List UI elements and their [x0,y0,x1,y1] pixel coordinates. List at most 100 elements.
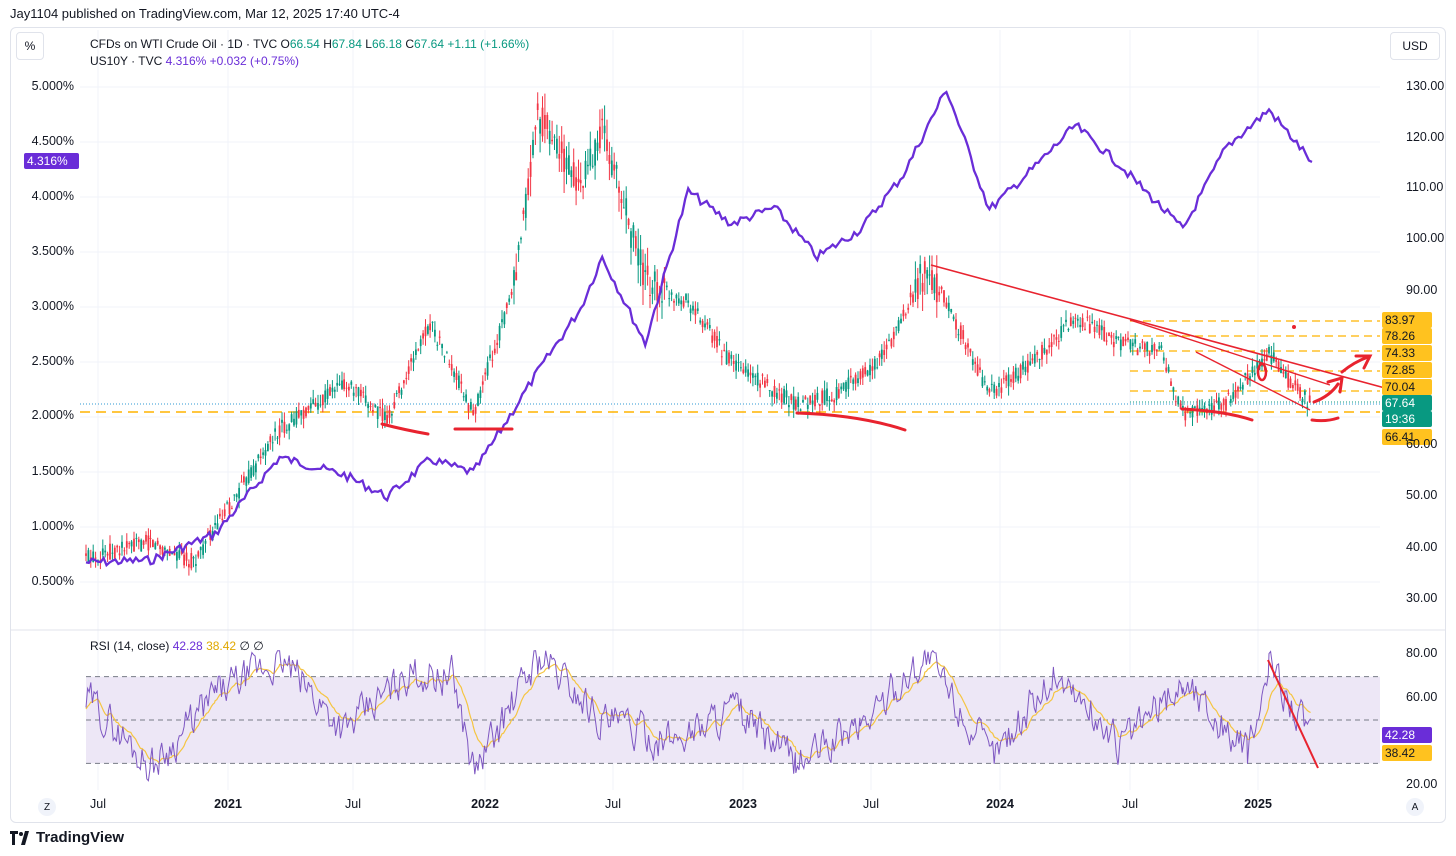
oil-candle [116,545,119,548]
percent-scale-button[interactable]: % [16,32,44,60]
oil-candle [171,553,173,555]
oil-candle [553,136,556,138]
support-stroke [1310,416,1340,423]
oil-candle [424,326,427,337]
oil-candle [809,395,812,404]
oil-candle [1084,328,1086,330]
oil-candle [1189,412,1191,414]
oil-candle [864,367,867,375]
oil-candle [145,534,147,542]
oil-candle [243,476,245,483]
rsi-axis-tick: 20.00 [1406,777,1438,791]
brand-name: TradingView [36,829,125,846]
oil-candle [979,367,981,370]
oil-legend-title: CFDs on WTI Crude Oil · 1D · TVC [90,37,278,51]
currency-button[interactable]: USD [1390,32,1440,60]
right-axis-tick: 30.00 [1406,591,1438,605]
oil-low-value: 66.18 [371,37,402,51]
oil-candle [974,361,977,364]
oil-candle [419,339,422,347]
zoom-button[interactable]: Z [38,798,56,816]
oil-candle [1229,399,1232,403]
oil-candle [1263,359,1266,361]
yield-legend[interactable]: US10Y · TVC 4.316% +0.032 (+0.75%) [90,54,299,68]
rsi-legend[interactable]: RSI (14, close) 42.28 38.42 ∅ ∅ [90,639,264,653]
oil-candle [673,300,675,303]
oil-candle [204,540,207,544]
tradingview-logo-icon [10,830,29,845]
oil-candle [615,165,618,169]
oil-candle [995,388,998,396]
oil-candle [778,389,781,391]
right-axis-tick: 110.00 [1406,180,1444,194]
oil-candle [955,319,957,330]
oil-candle [845,382,847,392]
oil-candle [1086,316,1089,318]
oil-candle [1296,383,1299,391]
oil-candle [118,553,121,556]
oil-candle [649,295,651,296]
oil-candle [792,396,795,410]
oil-candle [756,372,759,386]
oil-candle [811,400,814,405]
oil-legend[interactable]: CFDs on WTI Crude Oil · 1D · TVC O66.54 … [90,37,529,51]
oil-candle [1053,335,1055,337]
oil-candle [226,502,228,504]
oil-candle [1172,387,1175,392]
oil-candle [202,544,204,555]
oil-candle [427,326,429,334]
oil-candle [1098,325,1101,336]
oil-candle [1179,403,1182,410]
oil-candle [381,408,384,422]
oil-open-label: O [280,37,290,51]
oil-candle [541,107,544,137]
oil-candle [133,538,135,552]
oil-candle [508,298,511,302]
oil-candle [680,300,683,305]
oil-candle [247,469,250,483]
oil-candle [89,557,92,560]
oil-candle [892,331,895,340]
oil-candle [1289,378,1292,388]
oil-candle [768,390,771,392]
time-axis-tick: Jul [1122,797,1138,811]
yield-legend-title: US10Y · TVC [90,54,163,68]
oil-candle [610,160,613,176]
oil-candle [140,539,143,552]
oil-candle [1220,404,1223,410]
oil-candle [92,551,95,562]
oil-candle [314,402,317,407]
oil-candle [255,463,257,473]
oil-candle [1234,390,1237,398]
oil-candle [713,331,716,341]
oil-candle [252,465,255,476]
oil-candle [933,277,936,294]
tradingview-logo[interactable]: TradingView [10,829,124,846]
oil-candle [692,305,694,311]
oil-candle [493,348,496,354]
oil-candle [192,557,195,559]
oil-candle [472,410,475,416]
oil-candle [429,323,431,331]
oil-candle [859,371,862,380]
oil-candle [971,359,974,365]
oil-candle [341,380,343,389]
rsi-ma-badge: 38.42 [1382,745,1432,761]
oil-candle [964,344,967,350]
oil-candle [776,392,778,399]
na-icon: ∅ [253,639,264,653]
oil-candle [240,481,243,483]
oil-candle [986,386,989,391]
left-axis-tick: 2.000% [31,408,74,422]
oil-candle [1251,366,1254,373]
oil-candle [161,546,164,555]
oil-candle [909,292,912,298]
oil-candle [687,300,690,303]
oil-candle [575,177,577,191]
auto-scale-button[interactable]: A [1406,798,1424,816]
oil-candle [928,274,931,276]
oil-candle [388,410,391,418]
oil-candle [317,403,319,410]
oil-candle [94,557,97,559]
